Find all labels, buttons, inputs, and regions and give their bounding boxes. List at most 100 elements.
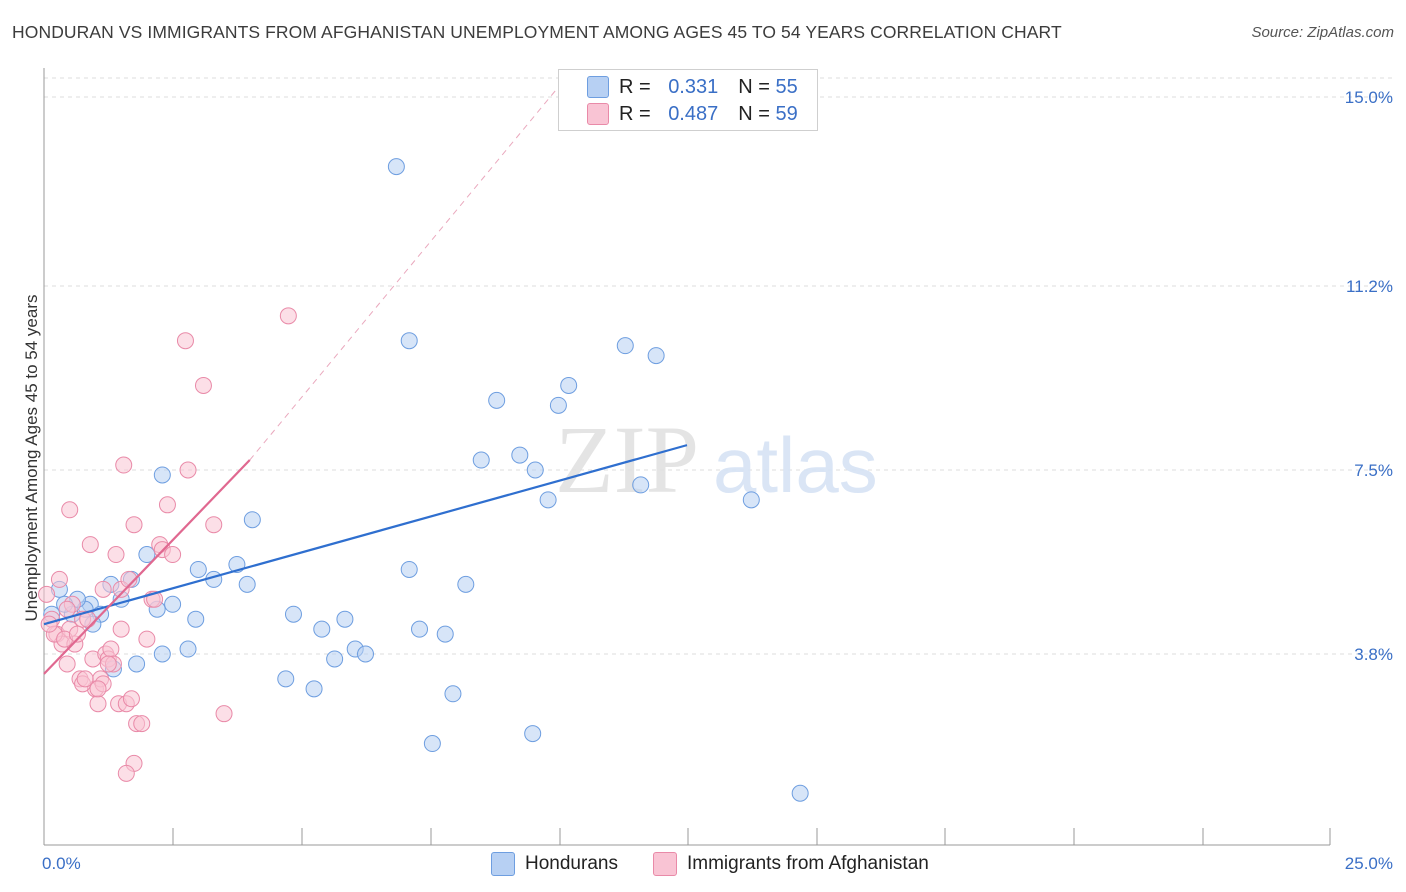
legend-n-value: 55 (775, 75, 798, 98)
afghanistan-point (133, 715, 151, 733)
axes (43, 68, 1331, 846)
bottom-legend-afghanistan: Immigrants from Afghanistan (653, 852, 929, 876)
honduran-point (511, 446, 529, 464)
afghanistan-point (76, 670, 94, 688)
afghanistan-point (122, 690, 140, 708)
honduran-point (243, 511, 261, 529)
afghanistan-point (102, 640, 120, 658)
honduran-point (284, 605, 302, 623)
honduran-point (128, 655, 146, 673)
honduran-point (153, 645, 171, 663)
bottom-legend-label: Immigrants from Afghanistan (687, 853, 929, 874)
afghanistan-point (117, 764, 135, 782)
honduran-point (549, 396, 567, 414)
afghanistan-point (179, 461, 197, 479)
honduran-point (791, 784, 809, 802)
honduran-point (526, 461, 544, 479)
legend-row-afghanistan: R = 0.487 N = 59 (587, 101, 798, 127)
honduran-point (524, 725, 542, 743)
afghanistan-point (215, 705, 233, 723)
legend-n-label: N = (738, 102, 770, 125)
legend-r-label: R = (619, 102, 651, 125)
afghanistan-point (50, 570, 68, 588)
afghanistan-point (125, 516, 143, 534)
honduran-point (357, 645, 374, 663)
honduran-point (164, 595, 182, 613)
afghanistan-point (107, 546, 125, 564)
y-tick-label: 3.8% (1354, 645, 1393, 664)
bottom-legend-label: Hondurans (525, 853, 618, 874)
honduran-point (457, 575, 475, 593)
afghanistan-point (40, 615, 58, 633)
honduran-point (277, 670, 295, 688)
honduran-point (187, 610, 205, 628)
afghanistan-point (279, 307, 297, 325)
x-tick-label: 25.0% (1345, 854, 1393, 873)
honduran-point (742, 491, 760, 509)
afghanistan-point (94, 580, 112, 598)
legend-row-hondurans: R = 0.331 N = 55 (587, 74, 798, 100)
stats-legend: R = 0.331 N = 55 R = 0.487 N = 59 (558, 69, 818, 131)
afghanistan-point (176, 332, 194, 350)
honduran-point (400, 560, 418, 578)
afghanistan-trend-line (43, 459, 251, 675)
afghanistan-point (164, 546, 182, 564)
honduran-trend-line (43, 444, 688, 626)
legend-r-value: 0.487 (668, 102, 719, 125)
watermark-atlas: atlas (713, 421, 878, 509)
legend-n-label: N = (738, 75, 770, 98)
afghanistan-point (115, 456, 133, 474)
honduran-point (436, 625, 454, 643)
afghanistan-point (58, 655, 76, 673)
x-tick-label: 0.0% (42, 854, 81, 873)
bottom-swatch-afghanistan (653, 852, 677, 876)
y-tick-label: 15.0% (1345, 88, 1393, 107)
honduran-point (488, 391, 506, 409)
trend-lines (43, 86, 688, 675)
afghanistan-point (68, 625, 86, 643)
y-tick-label: 7.5% (1354, 461, 1393, 480)
afghanistan-point (89, 680, 107, 698)
honduran-point (305, 680, 323, 698)
legend-swatch-hondurans (587, 76, 609, 98)
honduran-point (423, 735, 441, 753)
data-points (38, 158, 809, 802)
afghanistan-point (112, 620, 130, 638)
afghanistan-point (205, 516, 223, 534)
honduran-point (238, 575, 256, 593)
legend-n-value: 59 (775, 102, 798, 125)
honduran-point (326, 650, 344, 668)
afghanistan-point (38, 585, 56, 603)
source-label: Source: ZipAtlas.com (1251, 24, 1394, 41)
honduran-point (472, 451, 490, 469)
honduran-point (632, 476, 650, 494)
honduran-point (616, 337, 634, 355)
honduran-point (179, 640, 197, 658)
bottom-swatch-hondurans (491, 852, 515, 876)
honduran-point (539, 491, 557, 509)
honduran-point (647, 347, 665, 365)
legend-swatch-afghanistan (587, 103, 609, 125)
honduran-point (313, 620, 331, 638)
legend-r-label: R = (619, 75, 651, 98)
honduran-point (153, 466, 171, 484)
afghanistan-point (158, 496, 176, 514)
honduran-point (387, 158, 405, 176)
afghanistan-point (61, 501, 79, 519)
y-axis-label: Unemployment Among Ages 45 to 54 years (22, 295, 41, 622)
honduran-point (444, 685, 462, 703)
afghanistan-point (99, 655, 117, 673)
chart-title: HONDURAN VS IMMIGRANTS FROM AFGHANISTAN … (12, 22, 1062, 42)
afghanistan-point (81, 536, 99, 554)
afghanistan-point (138, 630, 156, 648)
honduran-point (336, 610, 354, 628)
afghanistan-point (89, 695, 107, 713)
bottom-legend-hondurans: Hondurans (491, 852, 618, 876)
axis-labels: 3.8% 7.5% 11.2% 15.0% 0.0% 25.0% Unemployment … (22, 88, 1393, 873)
honduran-point (400, 332, 418, 350)
honduran-point (411, 620, 429, 638)
afghanistan-point (58, 600, 76, 618)
watermark: ZIP atlas (555, 406, 878, 513)
afghanistan-point (194, 376, 212, 394)
